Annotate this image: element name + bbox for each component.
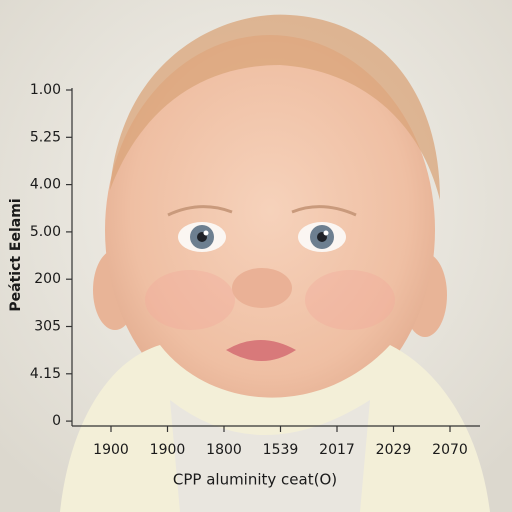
x-tick-label: 1800 — [206, 442, 242, 458]
y-tick-label: 4.15 — [30, 366, 61, 382]
x-tick-label: 2017 — [319, 442, 355, 458]
x-tick-label: 1900 — [93, 442, 129, 458]
y-tick-label: 4.00 — [30, 177, 61, 193]
x-tick-label: 1900 — [150, 442, 186, 458]
x-tick-label: 2070 — [432, 442, 468, 458]
y-tick-label: 0 — [52, 413, 61, 429]
x-tick-label: 2029 — [376, 442, 412, 458]
y-tick-label: 5.00 — [30, 224, 61, 240]
y-tick-label: 5.25 — [30, 129, 61, 145]
x-axis-title: CPP aluminity ceat(O) — [173, 471, 337, 489]
y-tick-label: 305 — [34, 319, 61, 335]
y-tick-label: 200 — [34, 271, 61, 287]
y-tick-label: 1.00 — [30, 82, 61, 98]
y-axis-title: Peátict Eelami — [8, 198, 24, 311]
x-tick-label: 1539 — [263, 442, 299, 458]
axes — [71, 88, 480, 427]
